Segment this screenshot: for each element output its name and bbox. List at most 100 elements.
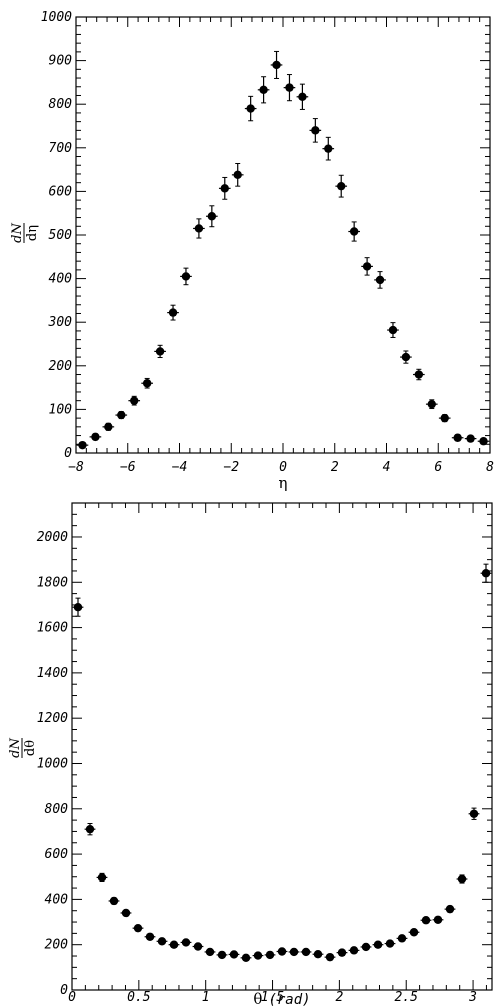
y-tick-label: 700	[49, 141, 73, 156]
y-axis-label-denominator: dη	[25, 225, 40, 241]
data-point	[180, 938, 192, 947]
data-point	[193, 218, 205, 239]
x-tick-label: −8	[68, 460, 84, 475]
data-marker	[313, 950, 323, 959]
data-point	[322, 136, 335, 161]
data-point	[372, 940, 384, 949]
data-point	[468, 807, 480, 820]
plot-frame	[75, 16, 491, 454]
data-point	[120, 908, 132, 918]
x-tick-label: 8	[486, 460, 494, 475]
x-tick-label: 2	[331, 460, 339, 475]
y-tick-label: 800	[45, 802, 69, 817]
x-tick-label: 2.5	[394, 990, 418, 1005]
data-point	[276, 947, 288, 956]
y-tick-label: 1400	[37, 666, 68, 681]
data-point	[480, 563, 492, 583]
data-marker	[337, 948, 347, 957]
data-point	[288, 947, 300, 957]
data-point	[384, 939, 396, 948]
data-marker	[479, 437, 488, 446]
data-marker	[169, 940, 179, 949]
x-tick-label: 0	[68, 990, 76, 1005]
theta-distribution-chart: 0 0.5 1 1.5 2 2.5 3 0 200 400 600 800 1000 1200 1400 16…	[8, 502, 493, 1007]
data-marker	[445, 904, 455, 914]
data-marker	[397, 934, 407, 943]
data-point	[451, 433, 464, 442]
data-point	[312, 950, 324, 959]
data-marker	[362, 262, 372, 271]
data-marker	[324, 144, 333, 153]
data-marker	[298, 92, 307, 101]
data-marker	[205, 947, 215, 957]
y-tick-label: 1800	[37, 575, 68, 590]
y-axis-label: dN dθ	[8, 738, 38, 758]
y-tick-label: 800	[49, 97, 73, 112]
data-marker	[259, 85, 268, 95]
data-point	[132, 923, 144, 933]
y-tick-label: 1000	[37, 756, 68, 771]
data-point	[413, 368, 425, 381]
data-point	[464, 434, 477, 443]
data-marker	[361, 942, 371, 952]
x-tick-label: 3	[468, 990, 477, 1005]
data-marker	[109, 896, 119, 906]
data-marker	[337, 181, 346, 191]
data-marker	[265, 950, 275, 960]
x-tick-label: 2	[335, 990, 343, 1005]
data-point	[324, 952, 336, 962]
x-tick-label: −2	[223, 460, 239, 475]
data-point	[257, 76, 270, 104]
data-marker	[155, 347, 165, 356]
data-marker	[229, 950, 239, 959]
data-point	[240, 953, 252, 963]
y-tick-label: 0	[60, 983, 68, 998]
data-point	[168, 940, 180, 949]
data-point	[76, 440, 89, 450]
data-point	[425, 399, 438, 410]
y-axis-label-numerator: dN	[10, 223, 25, 243]
data-marker	[85, 824, 95, 834]
data-point	[408, 928, 420, 937]
data-point	[283, 74, 296, 102]
data-point	[336, 948, 348, 957]
data-point	[231, 162, 244, 187]
data-point	[396, 934, 408, 943]
data-marker	[253, 951, 263, 960]
data-marker	[457, 874, 467, 884]
data-point	[141, 377, 153, 389]
data-point	[167, 304, 179, 321]
data-point	[296, 83, 309, 110]
y-tick-label: 0	[64, 446, 72, 461]
data-marker	[78, 440, 87, 450]
data-marker	[453, 433, 462, 442]
data-marker	[217, 950, 227, 960]
y-axis-label-numerator: dN	[8, 738, 23, 758]
data-marker	[272, 60, 281, 70]
data-point	[420, 916, 432, 925]
data-point	[102, 422, 115, 432]
y-tick-label: 300	[48, 315, 73, 330]
data-marker	[97, 873, 107, 882]
data-marker	[421, 916, 431, 925]
x-tick-label: 1.5	[261, 990, 285, 1005]
x-tick-label: 4	[383, 460, 391, 475]
data-point	[228, 950, 240, 959]
data-marker	[220, 184, 229, 193]
y-tick-label: 1200	[37, 711, 68, 726]
y-tick-label: 500	[49, 228, 73, 243]
y-tick-label: 100	[49, 402, 73, 417]
data-marker	[289, 947, 299, 957]
x-tick-label: 0	[279, 460, 287, 475]
data-point	[154, 344, 166, 359]
data-marker	[349, 946, 359, 955]
data-marker	[375, 275, 385, 285]
data-point	[108, 896, 120, 906]
data-point	[89, 432, 102, 442]
x-tick-label: −4	[172, 460, 188, 475]
data-point	[270, 50, 283, 79]
y-axis-label: dN dη	[10, 223, 40, 243]
data-marker	[194, 224, 204, 233]
data-point	[360, 942, 372, 952]
